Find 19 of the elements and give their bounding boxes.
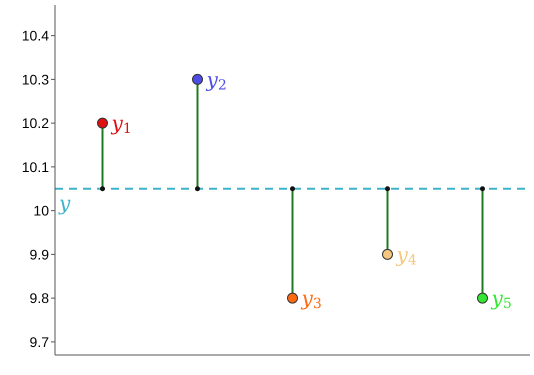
annotation: y$_{2}$	[206, 68, 227, 94]
point	[382, 248, 393, 260]
point	[192, 74, 203, 85]
point	[477, 292, 488, 304]
annotation: y$_{5}$	[490, 286, 512, 312]
y-tick-label: 10.2	[22, 115, 50, 132]
point	[97, 118, 108, 129]
y-tick-label: 10	[33, 202, 50, 219]
y-tick-label: 9.9	[30, 246, 50, 262]
annotation: y$_{1}$	[110, 111, 132, 137]
y-tick-label: 9.8	[30, 290, 50, 306]
y-tick-label: 10.1	[22, 158, 50, 175]
y-tick-label: 9.7	[30, 334, 50, 350]
y-tick-label: 10.3	[22, 71, 50, 88]
point	[287, 292, 298, 304]
annotation: y$_{4}$	[396, 242, 417, 268]
y-tick-label: 10.4	[22, 28, 50, 44]
annotation: y$_{3}$	[300, 286, 322, 312]
ref-line-label: y	[58, 190, 71, 215]
